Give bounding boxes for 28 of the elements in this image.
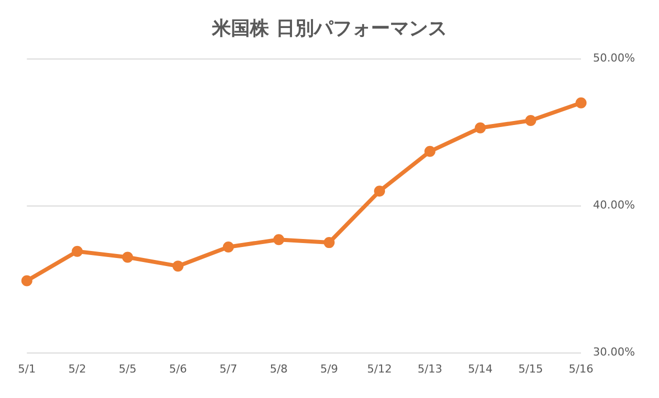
y-tick-label: 30.00%	[593, 346, 636, 359]
point	[222, 241, 234, 252]
point	[21, 275, 32, 286]
x-tick-label: 5/15	[518, 362, 544, 376]
point	[474, 122, 486, 134]
point	[525, 115, 536, 126]
x-tick-label: 5/13	[418, 362, 442, 376]
x-tick-label: 5/5	[118, 362, 136, 376]
point	[576, 97, 587, 108]
y-tick-label: 50.00%	[593, 52, 636, 65]
x-tick-label: 5/12	[367, 362, 392, 376]
point	[72, 246, 83, 257]
point	[374, 186, 386, 197]
point	[172, 260, 184, 272]
x-tick-label: 5/6	[169, 362, 187, 376]
chart-title: 米国株 日別パフォーマンス	[211, 17, 447, 40]
point	[122, 252, 134, 263]
point	[324, 237, 335, 248]
point	[424, 146, 436, 157]
point	[273, 234, 284, 246]
x-tick-label: 5/2	[68, 362, 86, 376]
x-tick-label: 5/7	[220, 362, 238, 376]
x-tick-label: 5/8	[270, 362, 288, 376]
x-tick-label: 5/1	[18, 362, 36, 376]
x-tick-label: 5/14	[468, 362, 493, 376]
y-tick-label: 40.00%	[593, 198, 636, 212]
x-tick-label: 5/9	[320, 362, 338, 376]
x-tick-label: 5/16	[568, 362, 594, 376]
